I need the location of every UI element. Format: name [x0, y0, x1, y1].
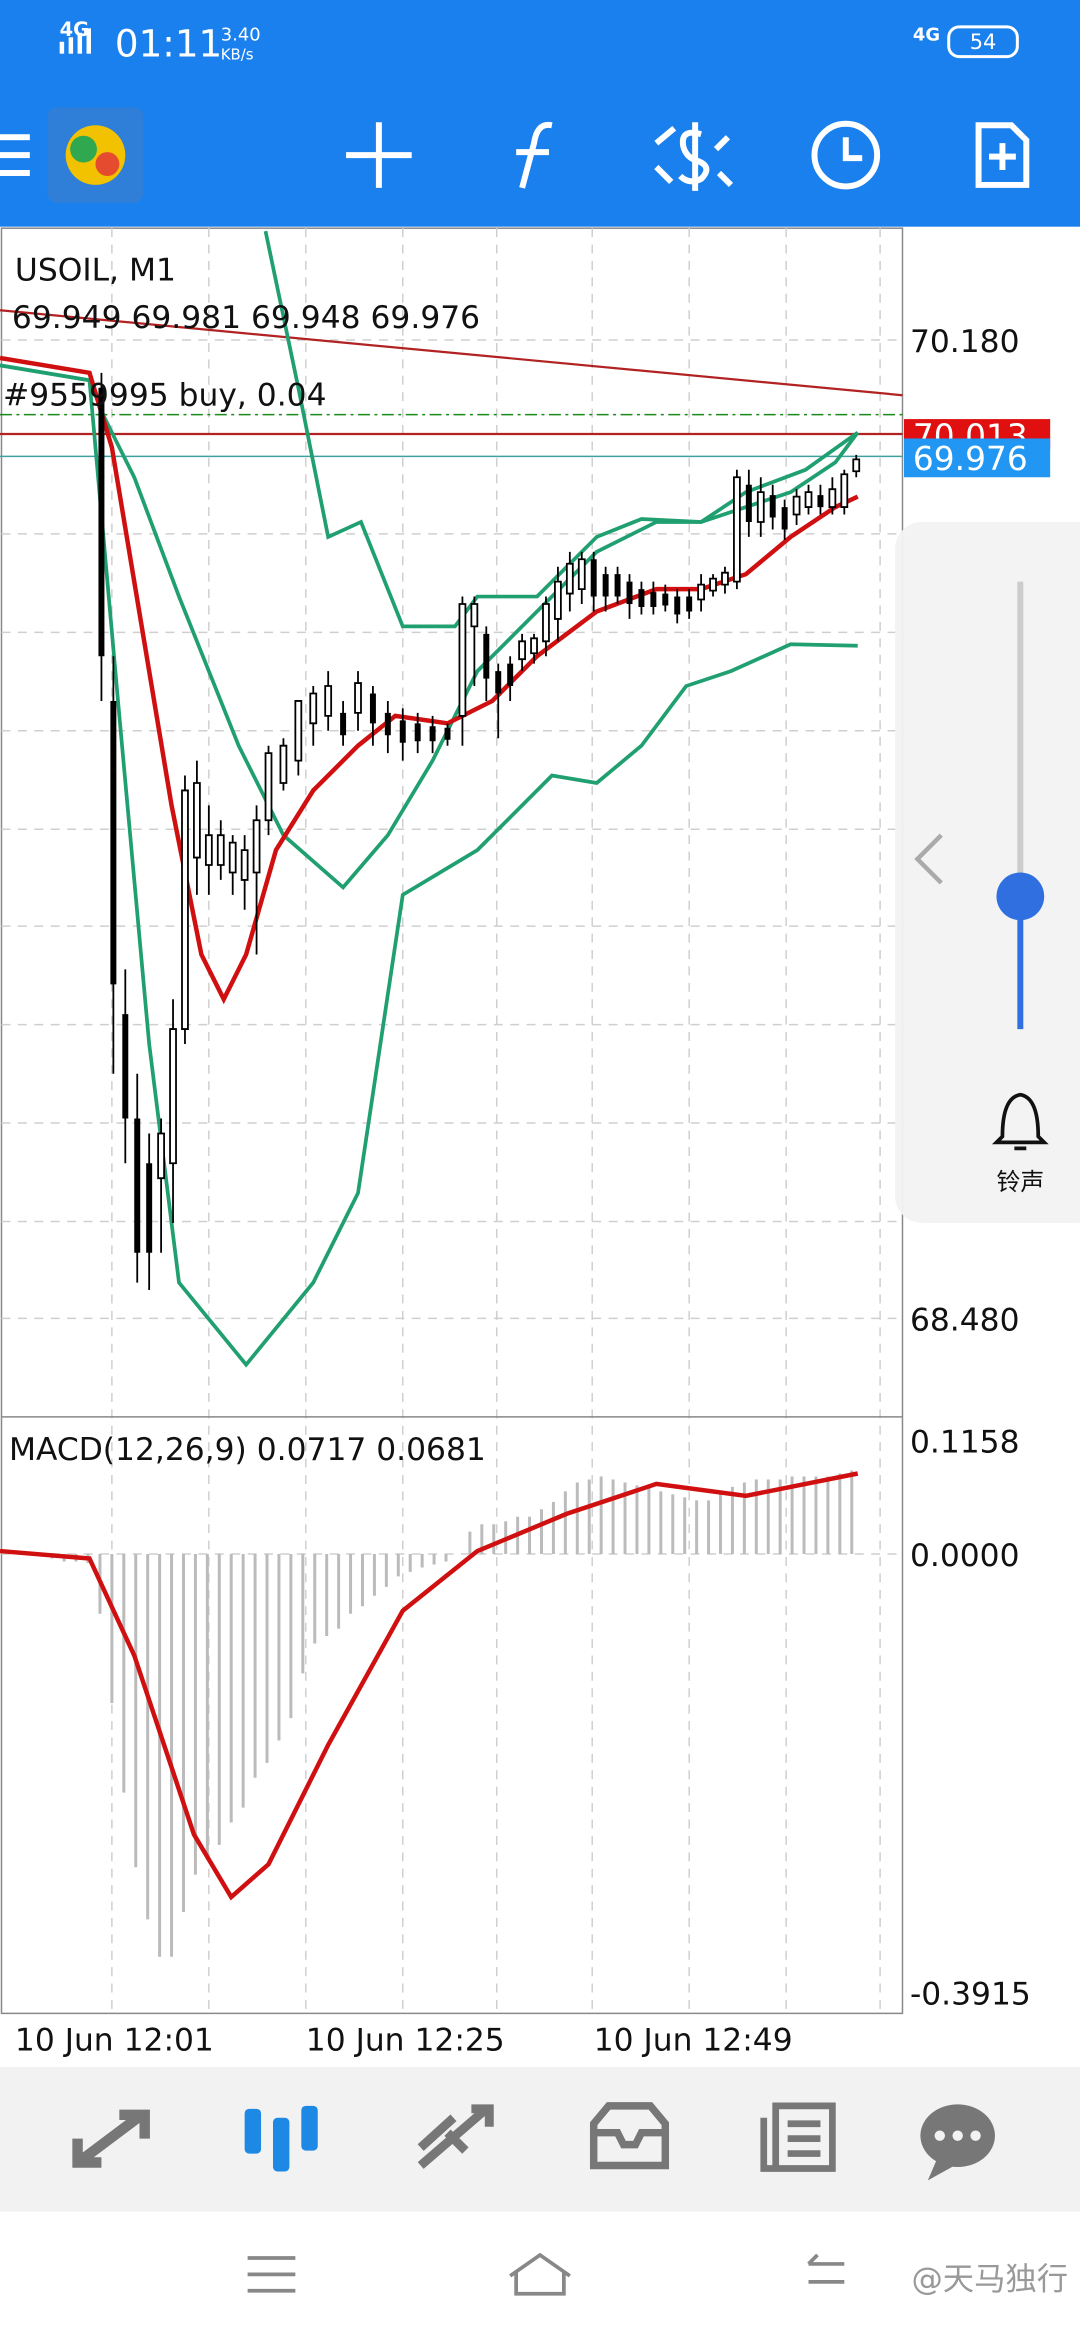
battery: 54 — [970, 30, 997, 54]
nav-chart — [244, 2108, 262, 2154]
net-speed-unit: KB/s — [221, 46, 254, 64]
nav-messages — [934, 2130, 945, 2141]
app-bar — [0, 0, 1080, 227]
nav-chart — [301, 2105, 318, 2151]
system-nav — [247, 2252, 845, 2296]
candles — [98, 372, 861, 1291]
screen — [77, 32, 83, 54]
candles — [157, 458, 861, 1180]
sys-menu[interactable] — [247, 2256, 296, 2293]
current-price-box — [903, 438, 1051, 478]
new-order-button[interactable] — [975, 122, 1030, 188]
ohlc: 69.949 69.981 69.948 69.976 — [12, 300, 480, 336]
sys-home[interactable] — [509, 2252, 571, 2296]
time-label: 10 Jun 12:25 — [306, 2023, 505, 2059]
nav-chart — [272, 2117, 290, 2172]
app-logo[interactable] — [47, 107, 144, 203]
price-label: 70.180 — [910, 324, 1020, 360]
menu-button — [0, 170, 30, 176]
menu-button — [0, 152, 30, 159]
nav-news[interactable] — [760, 2102, 836, 2172]
app-logo — [95, 152, 120, 176]
menu-button[interactable] — [0, 134, 30, 176]
nav-messages — [970, 2130, 981, 2141]
network: 4G — [60, 18, 89, 41]
nav-chart[interactable] — [244, 2105, 318, 2172]
new-order-button — [975, 122, 1030, 188]
network-2: 4G — [913, 24, 940, 45]
trend-line — [0, 309, 903, 397]
net-speed: 3.40 — [221, 24, 261, 45]
period-button[interactable] — [811, 120, 881, 190]
period-button — [811, 120, 881, 190]
band-lower — [0, 363, 858, 1368]
time-label: 10 Jun 12:01 — [15, 2023, 214, 2059]
trade-button[interactable] — [654, 122, 734, 191]
nav-history[interactable] — [589, 2102, 670, 2170]
macd-tick: 0.1158 — [910, 1425, 1020, 1461]
trade-button — [654, 125, 734, 188]
screen — [86, 28, 91, 54]
macd-signal — [0, 1471, 859, 1901]
side-panel — [895, 521, 1080, 1223]
slider-thumb[interactable] — [996, 872, 1045, 921]
menu-button — [0, 134, 30, 141]
symbol: USOIL, M1 — [15, 252, 176, 288]
time-label: 10 Jun 12:49 — [594, 2023, 793, 2059]
crosshair-button[interactable] — [346, 122, 412, 188]
sys-back[interactable] — [807, 2253, 845, 2284]
nav-messages — [927, 2159, 955, 2181]
watermark: @天马独行 — [911, 2261, 1068, 2297]
screen — [59, 41, 65, 54]
app-logo — [70, 135, 97, 163]
order-label: #9559995 buy, 0.04 — [3, 378, 327, 414]
nav-quotes[interactable] — [72, 2109, 150, 2168]
period-button — [842, 137, 863, 162]
screen — [947, 25, 1019, 59]
nav-messages — [952, 2130, 963, 2141]
current-price: 69.976 — [913, 440, 1028, 478]
macd-tick: -0.3915 — [910, 1976, 1031, 2012]
bottom-nav — [0, 2067, 1080, 2212]
bell-label: 铃声 — [996, 1168, 1044, 1196]
indicator-button[interactable] — [516, 121, 553, 189]
band-mid — [0, 363, 860, 891]
macd-tick: 0.0000 — [910, 1538, 1020, 1574]
candles — [98, 387, 153, 1253]
clock: 01:11 — [115, 22, 222, 66]
price-label: 68.480 — [910, 1302, 1020, 1338]
nav-messages[interactable] — [920, 2104, 995, 2181]
bell-icon[interactable] — [991, 1092, 1049, 1151]
collapse-button[interactable] — [914, 833, 943, 885]
candles — [340, 484, 824, 743]
macd-label: MACD(12,26,9) 0.0717 0.0681 — [9, 1432, 486, 1468]
screen — [68, 37, 74, 54]
new-order-button — [989, 143, 1016, 171]
nav-trade[interactable] — [417, 2104, 494, 2169]
nav-quotes — [72, 2109, 150, 2168]
